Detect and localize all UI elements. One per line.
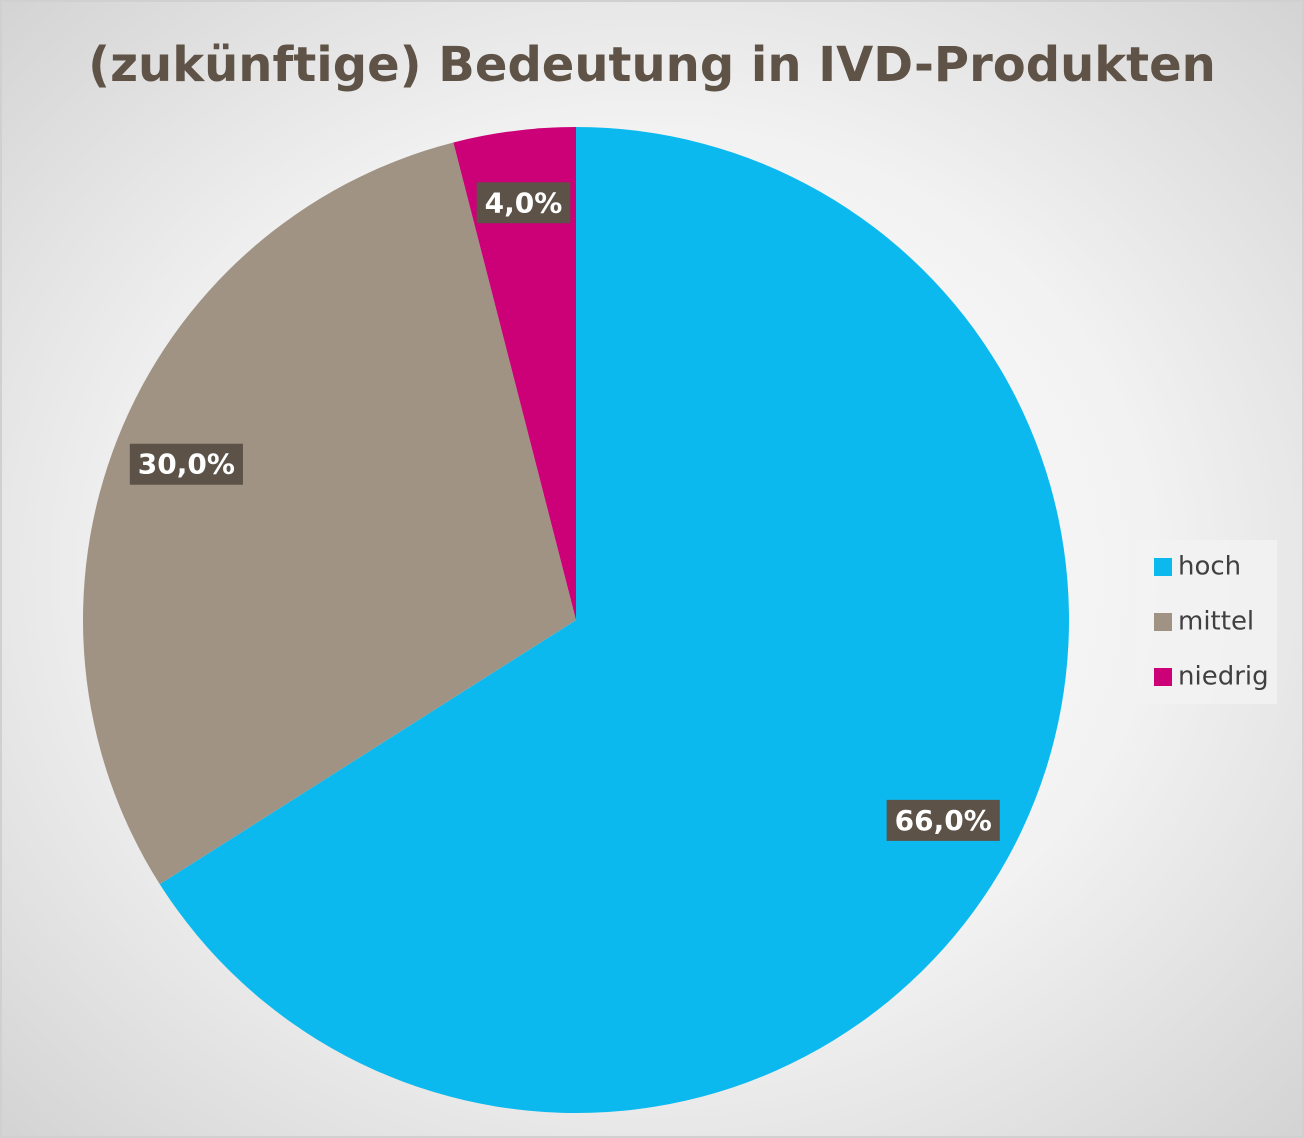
data-label: 30,0% [138,448,235,481]
data-label-box [476,182,571,224]
pie-slice [159,127,1069,1113]
data-label-box [129,443,243,485]
data-label: 66,0% [895,804,992,837]
legend-swatch [1154,668,1172,686]
legend-label: hoch [1178,552,1241,582]
pie-slice [82,142,576,885]
chart-title: (zukünftige) Bedeutung in IVD-Produkten [88,37,1216,93]
legend-label: niedrig [1178,662,1269,692]
legend-swatch [1154,613,1172,631]
data-label: 4,0% [485,186,563,219]
legend-swatch [1154,558,1172,576]
pie-slice [453,127,576,620]
legend-label: mittel [1178,607,1254,637]
data-label-box [886,799,1000,841]
